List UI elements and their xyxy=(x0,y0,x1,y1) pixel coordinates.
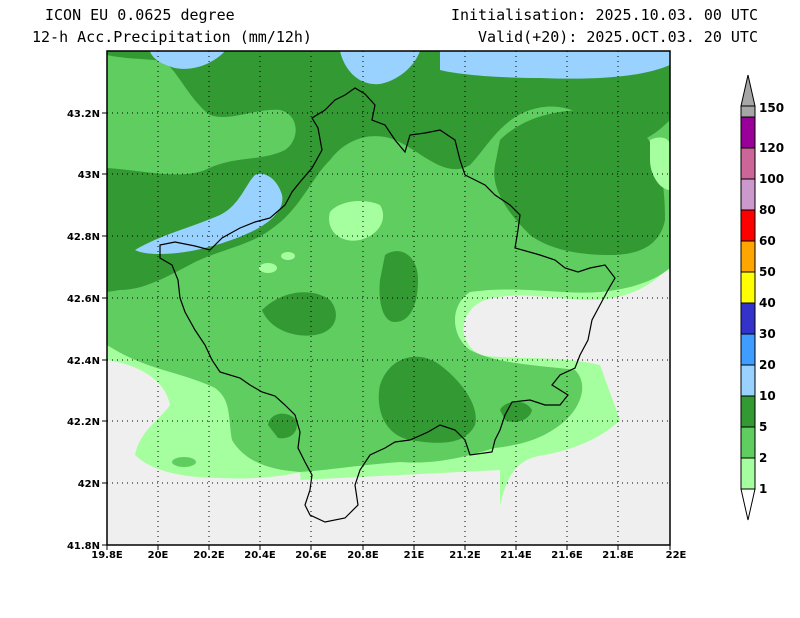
precip-5-10mm-sw-spot xyxy=(268,413,297,439)
precip-1-2mm-center xyxy=(329,200,384,241)
colorbar-label: 40 xyxy=(759,296,776,310)
colorbar-swatch xyxy=(740,426,756,459)
precip-10-20mm-north-2 xyxy=(340,51,420,85)
y-tick-label: 43N xyxy=(78,170,100,181)
precip-10-20mm-west xyxy=(135,173,283,255)
colorbar-label: 80 xyxy=(759,203,776,217)
x-tick-label: 20.4E xyxy=(244,550,276,561)
color-bar xyxy=(740,74,756,521)
colorbar-label: 50 xyxy=(759,265,776,279)
colorbar-swatch xyxy=(740,457,756,490)
y-tick-label: 43.2N xyxy=(67,109,100,120)
colorbar-label: 1 xyxy=(759,482,767,496)
x-tick-label: 22E xyxy=(666,550,687,561)
y-tick-labels: 41.8N 42N 42.2N 42.4N 42.6N 42.8N 43N 43… xyxy=(67,109,100,552)
colorbar-label: 5 xyxy=(759,420,767,434)
colorbar-label: 10 xyxy=(759,389,776,403)
colorbar-lower-arrow xyxy=(740,488,756,521)
colorbar-swatch xyxy=(740,209,756,242)
x-tick-label: 20E xyxy=(148,550,169,561)
y-tick-label: 42.8N xyxy=(67,232,100,243)
precip-5-10mm-west-inner xyxy=(107,55,296,175)
colorbar-label: 100 xyxy=(759,172,784,186)
no-precip-se xyxy=(463,265,670,545)
colorbar-label: 60 xyxy=(759,234,776,248)
colorbar-swatch xyxy=(740,105,756,118)
precip-5-10mm-east xyxy=(494,110,665,255)
initialisation-label: Initialisation: 2025.10.03. 00 UTC xyxy=(450,6,758,24)
y-tick-label: 42.4N xyxy=(67,356,100,367)
precip-1-2mm-east xyxy=(650,137,670,190)
colorbar-swatch xyxy=(740,333,756,366)
x-tick-label: 21.2E xyxy=(449,550,481,561)
y-tick-label: 42.2N xyxy=(67,417,100,428)
precip-10-20mm-north-3 xyxy=(440,51,670,79)
x-tick-label: 21E xyxy=(404,550,425,561)
precip-10-20mm-north-1 xyxy=(150,51,225,69)
precip-5-10mm-center xyxy=(379,251,418,322)
axis-ticks xyxy=(102,112,671,550)
colorbar-labels: 1 2 5 10 20 30 40 50 60 80 100 120 150 xyxy=(759,101,784,496)
x-tick-label: 21.4E xyxy=(500,550,532,561)
colorbar-swatch xyxy=(740,147,756,180)
colorbar-label: 150 xyxy=(759,101,784,115)
precipitation-field xyxy=(107,51,670,545)
no-precip-south xyxy=(300,470,500,545)
colorbar-swatch xyxy=(740,395,756,428)
x-tick-label: 21.8E xyxy=(602,550,634,561)
colorbar-label: 20 xyxy=(759,358,776,372)
y-tick-label: 41.8N xyxy=(67,541,100,552)
colorbar-label: 30 xyxy=(759,327,776,341)
colorbar-swatch xyxy=(740,271,756,304)
colorbar-upper-arrow xyxy=(740,74,756,107)
colorbar-swatch xyxy=(740,302,756,335)
colorbar-label: 2 xyxy=(759,451,767,465)
x-tick-label: 21.6E xyxy=(551,550,583,561)
y-tick-label: 42.6N xyxy=(67,294,100,305)
x-tick-label: 20.8E xyxy=(347,550,379,561)
colorbar-swatch xyxy=(740,116,756,149)
x-tick-label: 20.2E xyxy=(193,550,225,561)
x-tick-label: 19.8E xyxy=(91,550,123,561)
colorbar-label: 120 xyxy=(759,141,784,155)
no-precip-sw xyxy=(107,360,305,545)
precip-5-10mm-kosovo xyxy=(262,292,336,336)
colorbar-swatch xyxy=(740,364,756,397)
y-tick-label: 42N xyxy=(78,479,100,490)
precip-5-10mm-south xyxy=(378,356,476,443)
x-tick-labels: 19.8E 20E 20.2E 20.4E 20.6E 20.8E 21E 21… xyxy=(91,550,686,561)
x-tick-label: 20.6E xyxy=(295,550,327,561)
colorbar-swatch xyxy=(740,178,756,211)
country-border xyxy=(159,87,616,523)
valid-time-label: Valid(+20): 2025.OCT.03. 20 UTC xyxy=(478,28,758,46)
model-title: ICON EU 0.0625 degree xyxy=(45,6,235,24)
colorbar-swatch xyxy=(740,240,756,273)
field-title: 12-h Acc.Precipitation (mm/12h) xyxy=(32,28,312,46)
